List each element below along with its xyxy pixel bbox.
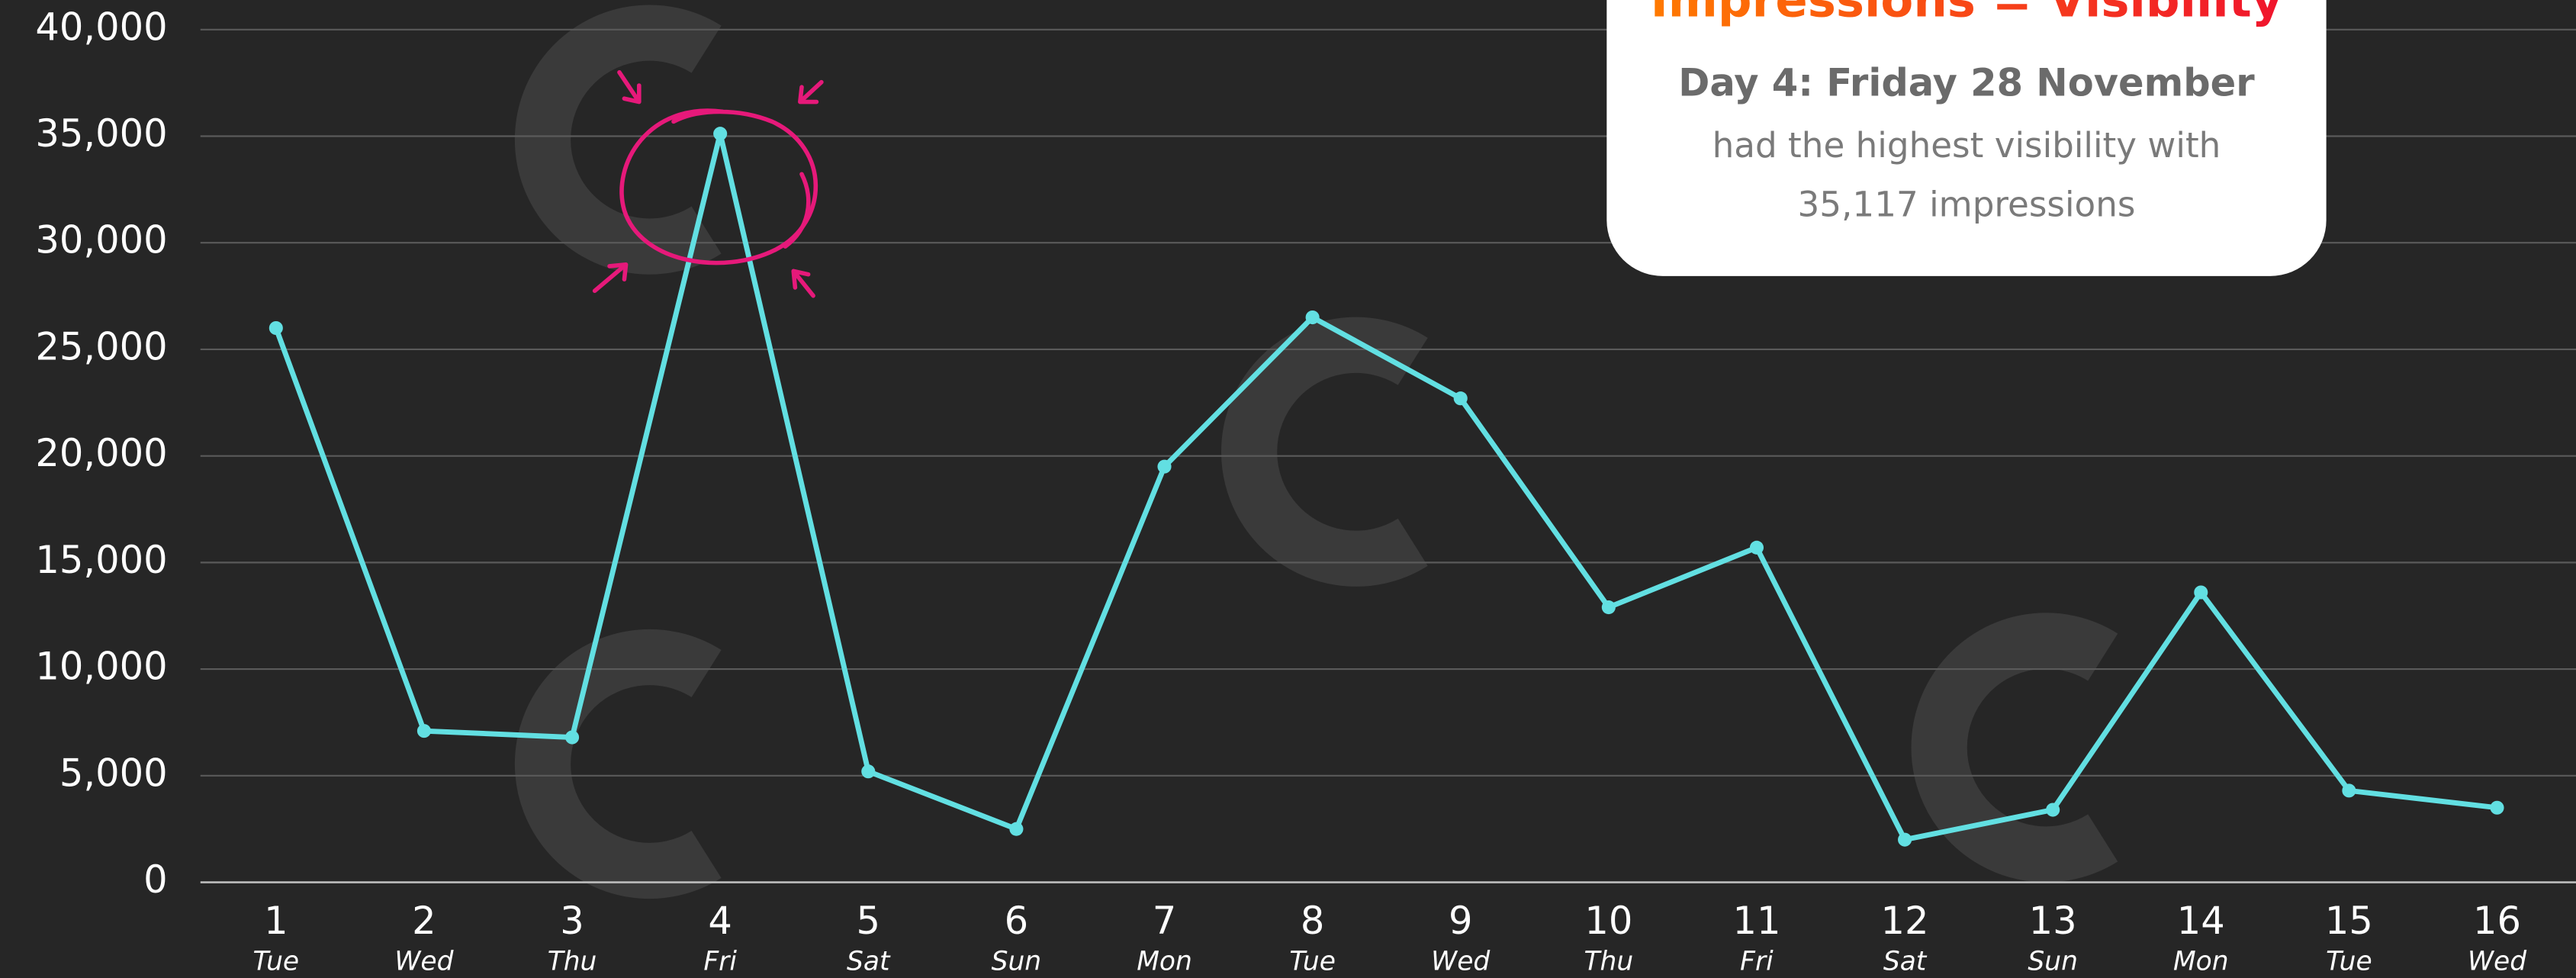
x-tick-sublabel: Thu xyxy=(1584,947,1633,977)
x-tick-sublabel: Fri xyxy=(703,947,737,977)
data-point xyxy=(2046,803,2060,816)
data-point xyxy=(861,764,875,778)
data-point xyxy=(1157,460,1171,474)
x-tick-sublabel: Tue xyxy=(1289,947,1336,977)
y-tick-label: 5,000 xyxy=(59,751,168,795)
x-tick-label: 8 xyxy=(1301,899,1325,943)
y-tick-label: 0 xyxy=(143,857,168,902)
data-point xyxy=(2342,783,2356,797)
x-tick-label: 2 xyxy=(412,899,436,943)
x-tick-sublabel: Sun xyxy=(992,947,1042,977)
x-tick-sublabel: Tue xyxy=(253,947,300,977)
x-tick-sublabel: Thu xyxy=(548,947,597,977)
data-point xyxy=(2194,585,2208,599)
x-tick-label: 4 xyxy=(708,899,732,943)
x-tick-label: 10 xyxy=(1584,899,1632,943)
x-tick-label: 13 xyxy=(2029,899,2077,943)
data-point xyxy=(269,321,283,335)
x-tick-label: 5 xyxy=(857,899,881,943)
page: {"chart_data": { "type": "line", "catego… xyxy=(0,0,2576,978)
x-tick-sublabel: Sun xyxy=(2028,947,2078,977)
data-point xyxy=(565,730,579,744)
callout-heading: Day 4: Friday 28 November xyxy=(1678,60,2255,105)
data-point xyxy=(1898,833,1912,847)
callout-text: 35,117 impressions xyxy=(1798,184,2136,224)
x-tick-sublabel: Fri xyxy=(1740,947,1774,977)
x-tick-label: 7 xyxy=(1153,899,1177,943)
y-tick-label: 10,000 xyxy=(35,645,167,689)
x-tick-sublabel: Wed xyxy=(1431,947,1491,977)
x-tick-label: 6 xyxy=(1005,899,1029,943)
data-point xyxy=(713,127,727,140)
x-tick-label: 11 xyxy=(1732,899,1780,943)
data-point xyxy=(1750,541,1764,555)
x-tick-label: 1 xyxy=(264,899,288,943)
data-point xyxy=(2490,801,2504,815)
callout-text: had the highest visibility with xyxy=(1713,125,2221,166)
y-tick-label: 15,000 xyxy=(35,538,167,582)
y-tick-label: 25,000 xyxy=(35,324,167,368)
chart: 0 5,000 10,000 15,000 20,000 25,000 30,000 35,0… xyxy=(0,0,2576,978)
data-point xyxy=(1009,822,1023,836)
y-tick-label: 40,000 xyxy=(35,5,167,49)
callout-title: Impressions = Visibility xyxy=(1651,0,2283,27)
x-tick-label: 14 xyxy=(2177,899,2225,943)
y-tick-label: 30,000 xyxy=(35,218,167,262)
data-point xyxy=(1454,391,1468,405)
data-point xyxy=(1602,600,1616,614)
data-point xyxy=(1306,310,1320,324)
data-point xyxy=(417,724,431,738)
y-tick-label: 20,000 xyxy=(35,431,167,475)
y-tick-label: 35,000 xyxy=(35,111,167,156)
x-tick-sublabel: Mon xyxy=(1137,947,1192,977)
x-tick-label: 3 xyxy=(560,899,584,943)
x-tick-label: 16 xyxy=(2473,899,2521,943)
x-tick-sublabel: Mon xyxy=(2173,947,2229,977)
x-tick-label: 15 xyxy=(2325,899,2373,943)
x-tick-sublabel: Wed xyxy=(2468,947,2527,977)
x-tick-sublabel: Tue xyxy=(2326,947,2372,977)
x-tick-label: 9 xyxy=(1449,899,1473,943)
x-tick-label: 12 xyxy=(1881,899,1929,943)
x-tick-sublabel: Sat xyxy=(1883,947,1928,977)
x-tick-sublabel: Sat xyxy=(847,947,891,977)
x-tick-sublabel: Wed xyxy=(394,947,454,977)
